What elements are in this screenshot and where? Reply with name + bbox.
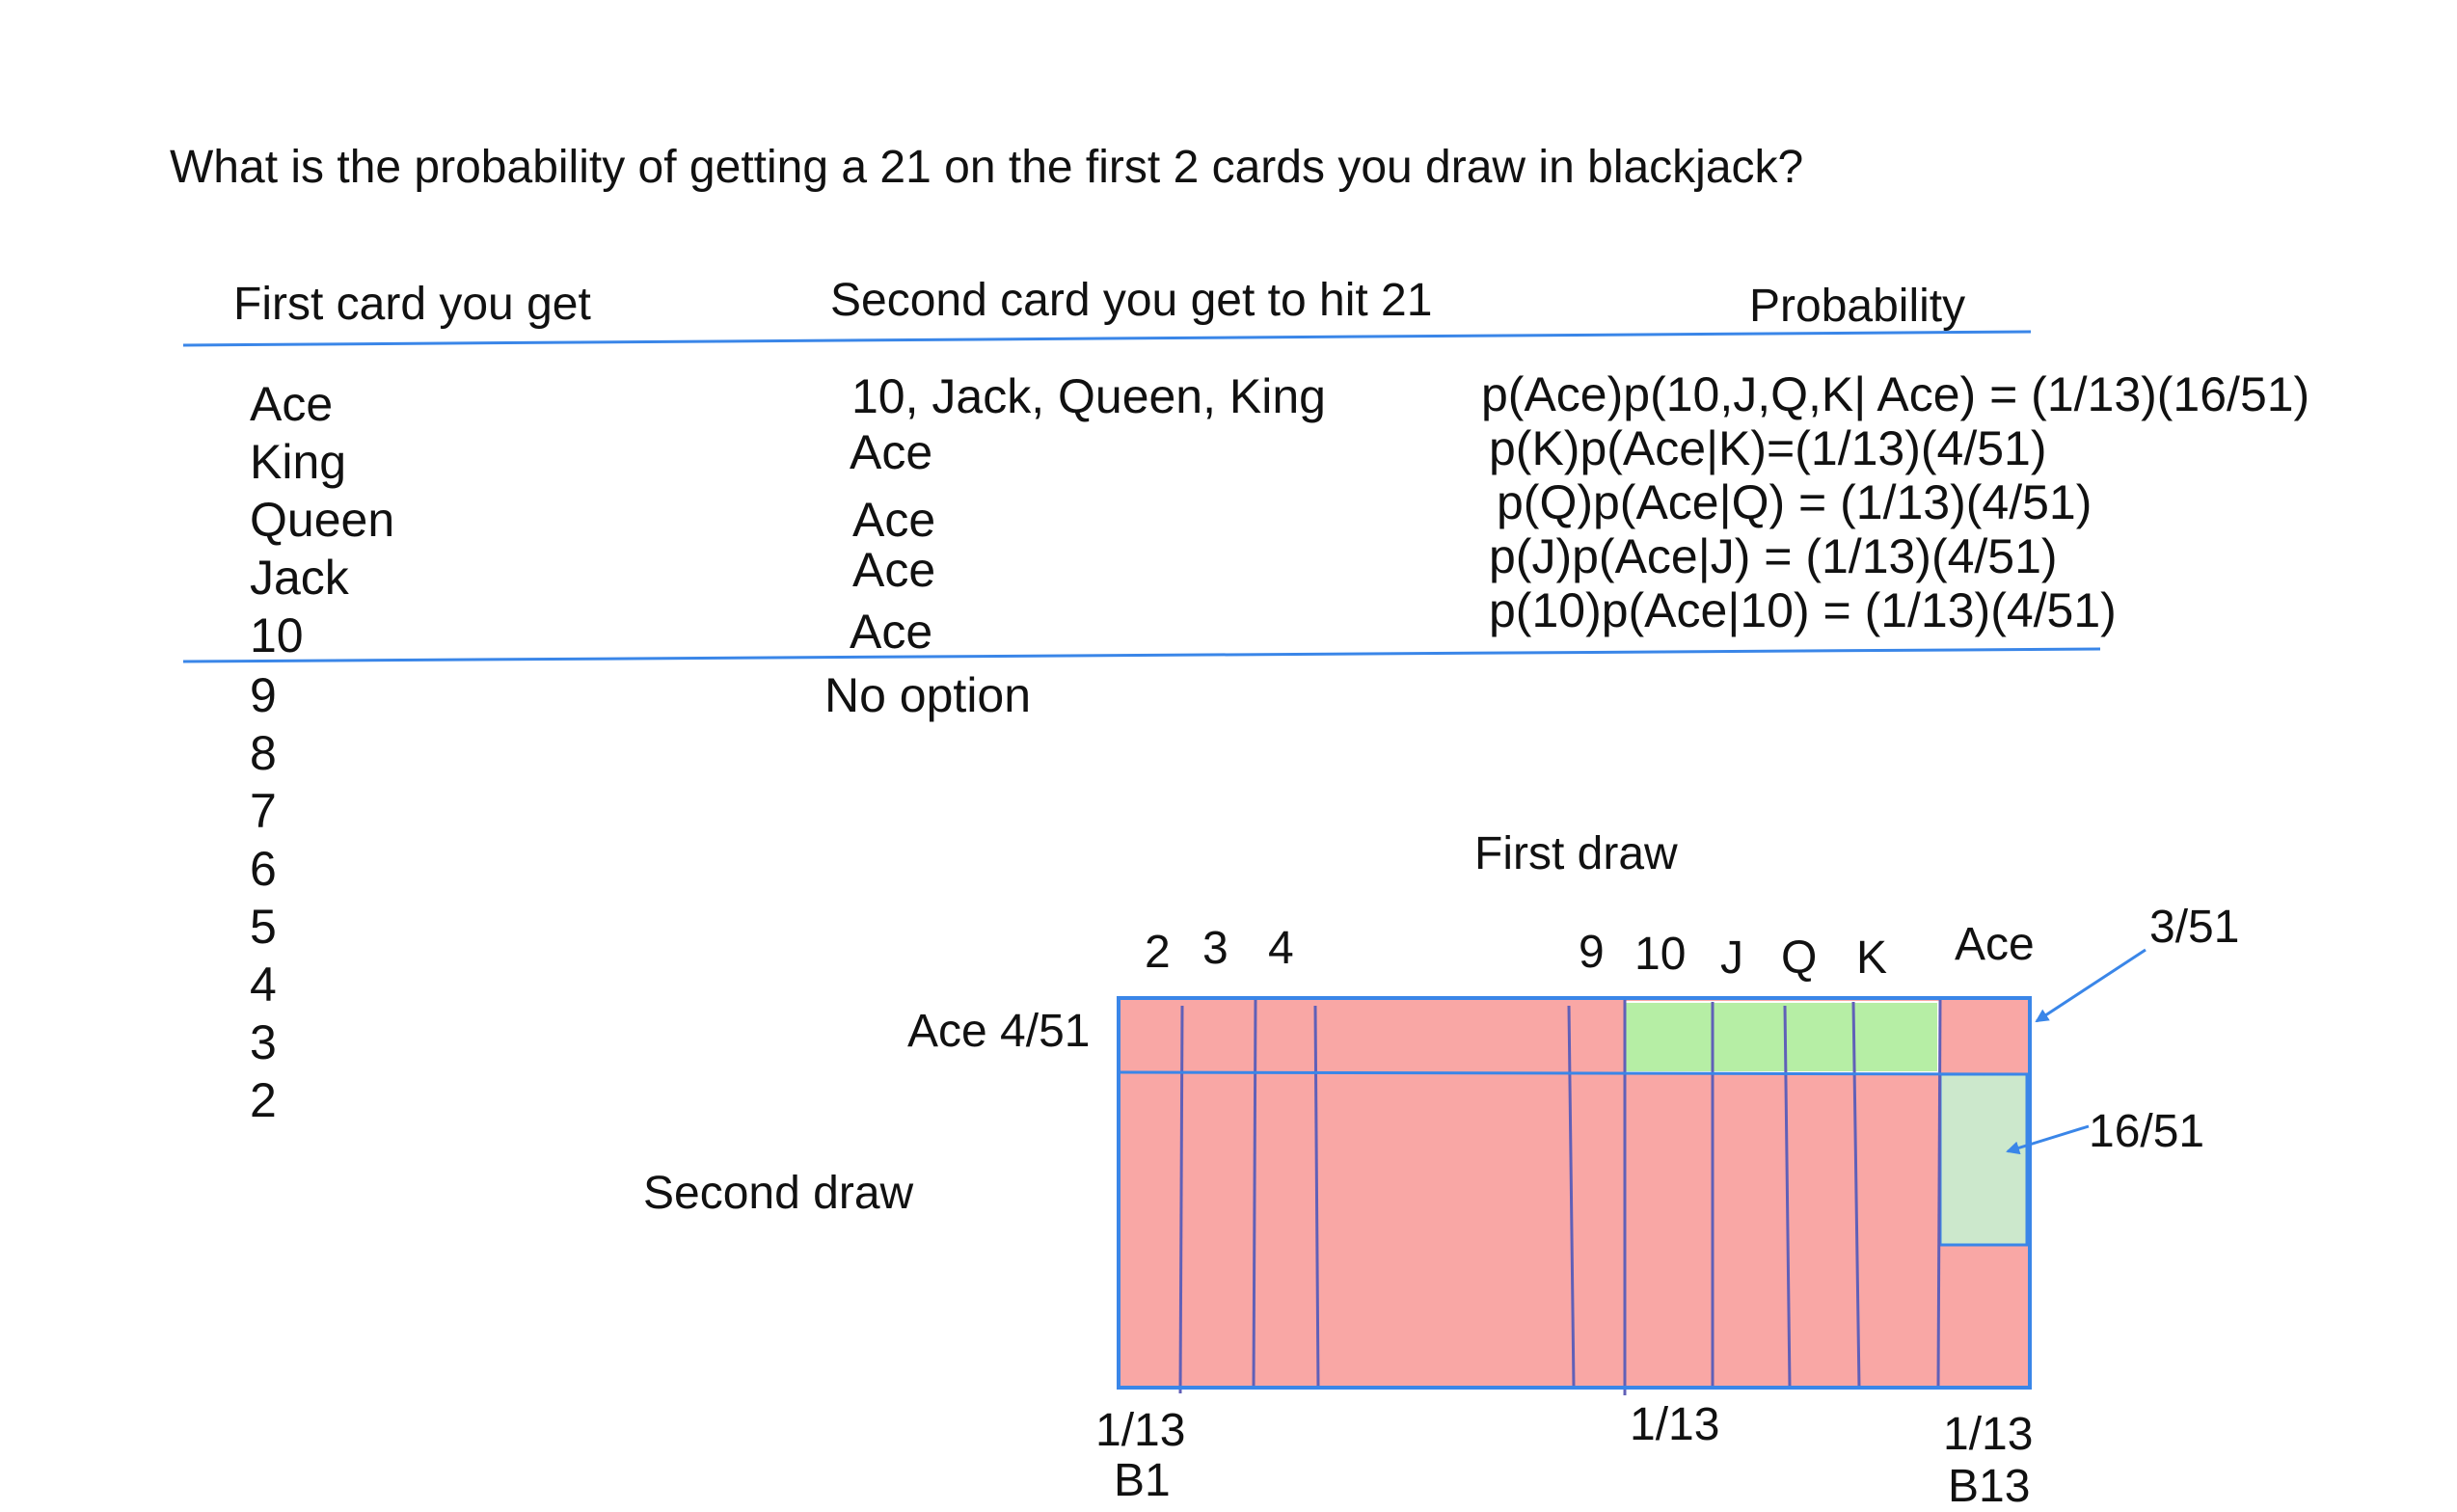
- col-label-J: J: [1720, 932, 1743, 984]
- divider-3-4: [1252, 999, 1257, 1389]
- first-draw-label: First draw: [1474, 828, 1678, 879]
- probability-king: p(K)p(Ace|K)=(1/13)(4/51): [1489, 421, 2047, 475]
- first-card-queen: Queen: [250, 493, 395, 547]
- divider-4-5: [1313, 1005, 1320, 1389]
- header-probability: Probability: [1749, 281, 1966, 332]
- divider-K-Ace: [1936, 999, 1942, 1389]
- first-card-5: 5: [250, 900, 277, 954]
- annotation-16-51: 16/51: [2089, 1106, 2205, 1157]
- second-card-tens: 10, Jack, Queen, King: [851, 369, 1326, 423]
- probability-jack: p(J)p(Ace|J) = (1/13)(4/51): [1489, 529, 2058, 583]
- first-card-6: 6: [250, 842, 277, 896]
- bottom-frac-mid: 1/13: [1630, 1399, 1720, 1450]
- winning-area-ace-then-ten: [1938, 1072, 2029, 1247]
- probability-ace: p(Ace)p(10,J,Q,K| Ace) = (1/13)(16/51): [1481, 367, 2310, 421]
- bottom-frac-b13: 1/13: [1943, 1409, 2034, 1460]
- arrow-3-51: [2035, 948, 2146, 1023]
- second-card-ace-after-10: Ace: [850, 605, 933, 659]
- row-label-ace: Ace 4/51: [907, 1006, 1091, 1057]
- probability-queen: p(Q)p(Ace|Q) = (1/13)(4/51): [1497, 475, 2092, 529]
- divider-Q-K: [1851, 1001, 1861, 1389]
- first-card-4: 4: [250, 958, 277, 1012]
- divider-2-3: [1178, 1005, 1184, 1394]
- first-card-9: 9: [250, 668, 277, 722]
- annotation-3-51: 3/51: [2149, 902, 2240, 953]
- header-rule: [182, 330, 2032, 347]
- col-label-4: 4: [1268, 923, 1294, 974]
- diagram-border: [1117, 996, 2032, 1390]
- col-label-10: 10: [1634, 929, 1687, 980]
- question-text: What is the probability of getting a 21 …: [170, 142, 1804, 193]
- first-card-3: 3: [250, 1015, 277, 1069]
- divider-J-Q: [1783, 1005, 1792, 1389]
- bottom-frac-b1: 1/13: [1095, 1405, 1186, 1456]
- first-card-8: 8: [250, 726, 277, 780]
- ace-row-divider: [1118, 1070, 2031, 1076]
- bottom-name-b13: B13: [1948, 1461, 2031, 1512]
- first-card-jack: Jack: [250, 551, 349, 605]
- second-card-ace-after-jack: Ace: [852, 543, 936, 597]
- bottom-name-b1: B1: [1114, 1455, 1171, 1506]
- probability-10: p(10)p(Ace|10) = (1/13)(4/51): [1489, 583, 2117, 637]
- header-first-card: First card you get: [233, 279, 591, 330]
- col-label-K: K: [1856, 932, 1888, 984]
- section-rule: [182, 647, 2101, 663]
- winning-area-ten-then-ace: [1624, 1001, 1939, 1073]
- second-card-ace-after-king: Ace: [850, 425, 933, 479]
- first-card-2: 2: [250, 1073, 277, 1127]
- first-card-7: 7: [250, 784, 277, 838]
- col-label-Q: Q: [1781, 932, 1818, 984]
- no-option-text: No option: [824, 668, 1032, 722]
- col-label-3: 3: [1202, 923, 1228, 974]
- col-label-ace: Ace: [1955, 919, 2035, 970]
- second-card-ace-after-queen: Ace: [852, 493, 936, 547]
- second-draw-label: Second draw: [643, 1168, 914, 1219]
- first-card-king: King: [250, 435, 347, 489]
- col-label-2: 2: [1145, 927, 1171, 978]
- col-label-9: 9: [1579, 927, 1605, 978]
- arrow-16-51: [2006, 1124, 2090, 1155]
- header-second-card: Second card you get to hit 21: [830, 275, 1433, 326]
- first-card-10: 10: [250, 608, 304, 662]
- divider-9: [1567, 1005, 1576, 1389]
- first-card-ace: Ace: [250, 377, 334, 431]
